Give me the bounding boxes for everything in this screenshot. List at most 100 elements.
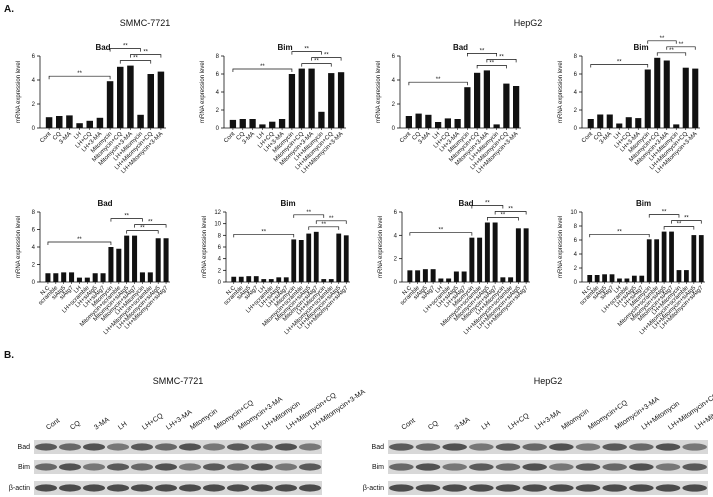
blot-band <box>575 443 601 451</box>
x-tick-label: CQ <box>593 131 604 142</box>
significance-bracket <box>590 64 649 68</box>
blot-band <box>34 463 58 471</box>
significance-label: ** <box>677 222 682 228</box>
x-tick-label: CQ <box>52 131 63 142</box>
y-tick-label: 6 <box>574 238 578 244</box>
bar <box>594 275 600 282</box>
bar <box>435 122 442 128</box>
bar <box>249 119 256 128</box>
bar <box>405 116 412 128</box>
bar <box>698 235 704 282</box>
bar <box>654 239 660 282</box>
blot-band <box>442 484 467 492</box>
y-tick-label: 0 <box>32 126 36 132</box>
y-tick-label: 2 <box>32 263 36 269</box>
panel-label: B. <box>4 350 14 361</box>
bar <box>624 278 630 282</box>
y-tick-label: 0 <box>394 280 398 286</box>
bar <box>646 239 652 282</box>
significance-bracket <box>663 226 695 230</box>
y-tick-label: 8 <box>32 210 36 216</box>
y-tick-label: 4 <box>574 252 578 258</box>
significance-bracket <box>408 81 468 86</box>
y-axis-label: mRNA expression level <box>558 216 564 278</box>
blot-band <box>298 484 322 492</box>
y-tick-label: 6 <box>218 245 222 251</box>
significance-label: ** <box>436 77 441 83</box>
y-tick-label: 8 <box>574 224 578 230</box>
y-tick-label: 4 <box>32 78 36 84</box>
row-label: Bad <box>18 444 31 451</box>
y-tick-label: 2 <box>218 268 222 274</box>
blot-band <box>226 463 250 471</box>
bar <box>500 277 506 282</box>
significance-bracket <box>467 53 497 57</box>
blot-band <box>82 484 106 492</box>
significance-bracket <box>109 48 141 52</box>
blot-band <box>106 484 130 492</box>
bar <box>692 68 699 128</box>
blot-band <box>250 463 274 471</box>
y-tick-label: 8 <box>574 54 578 60</box>
blot-band <box>274 463 298 471</box>
bar <box>66 115 73 128</box>
blot-title: SMMC-7721 <box>153 376 204 386</box>
bar <box>306 233 312 282</box>
y-tick-label: 4 <box>32 245 36 251</box>
y-tick-label: 6 <box>32 228 36 234</box>
bar <box>673 124 680 128</box>
bar <box>444 118 451 128</box>
blot-band <box>682 484 707 492</box>
y-axis-label: mRNA expression level <box>16 61 22 123</box>
blot-band <box>298 443 322 451</box>
blot-band <box>178 484 202 492</box>
bar <box>155 238 161 282</box>
significance-bracket <box>130 54 162 58</box>
bar <box>86 120 94 128</box>
bar <box>635 118 642 128</box>
y-axis-label: mRNA expression level <box>376 61 382 123</box>
lane-label: LH <box>117 421 128 432</box>
significance-label: ** <box>261 229 266 235</box>
blot-band <box>655 484 681 492</box>
bar <box>96 117 104 128</box>
blot-band <box>34 484 58 492</box>
cell-line-header: HepG2 <box>514 18 543 28</box>
bar <box>231 276 237 282</box>
bar <box>644 69 651 128</box>
bar <box>587 275 593 282</box>
blot-band <box>130 484 154 492</box>
blot-band <box>250 443 274 451</box>
blot-strip <box>34 460 322 474</box>
chart-title: Bim <box>280 199 295 208</box>
blot-band <box>522 484 547 492</box>
bar <box>682 67 689 128</box>
blot-band <box>202 463 226 471</box>
y-tick-label: 6 <box>392 54 396 60</box>
blot-band <box>82 443 106 451</box>
blot-band <box>442 463 467 471</box>
blot-band <box>58 463 82 471</box>
significance-bracket <box>409 232 473 236</box>
significance-bracket <box>233 234 295 238</box>
bar <box>684 270 689 282</box>
bar <box>492 222 498 282</box>
y-axis-label: mRNA expression level <box>200 61 206 123</box>
blot-band <box>442 443 467 451</box>
y-tick-label: 8 <box>216 54 220 60</box>
significance-label: ** <box>499 54 504 60</box>
bar <box>407 270 413 282</box>
bar <box>45 117 53 128</box>
significance-bracket <box>647 40 677 44</box>
significance-bracket <box>301 63 332 67</box>
y-tick-label: 0 <box>574 280 578 286</box>
blot-band <box>415 463 441 471</box>
bar <box>477 237 483 282</box>
blot-band <box>178 463 202 471</box>
blot-band <box>389 443 414 451</box>
bar <box>139 272 145 282</box>
y-axis-label: mRNA expression level <box>16 216 22 278</box>
significance-bracket <box>666 46 696 50</box>
y-tick-label: 4 <box>218 257 222 263</box>
chart-title: Bad <box>458 199 473 208</box>
